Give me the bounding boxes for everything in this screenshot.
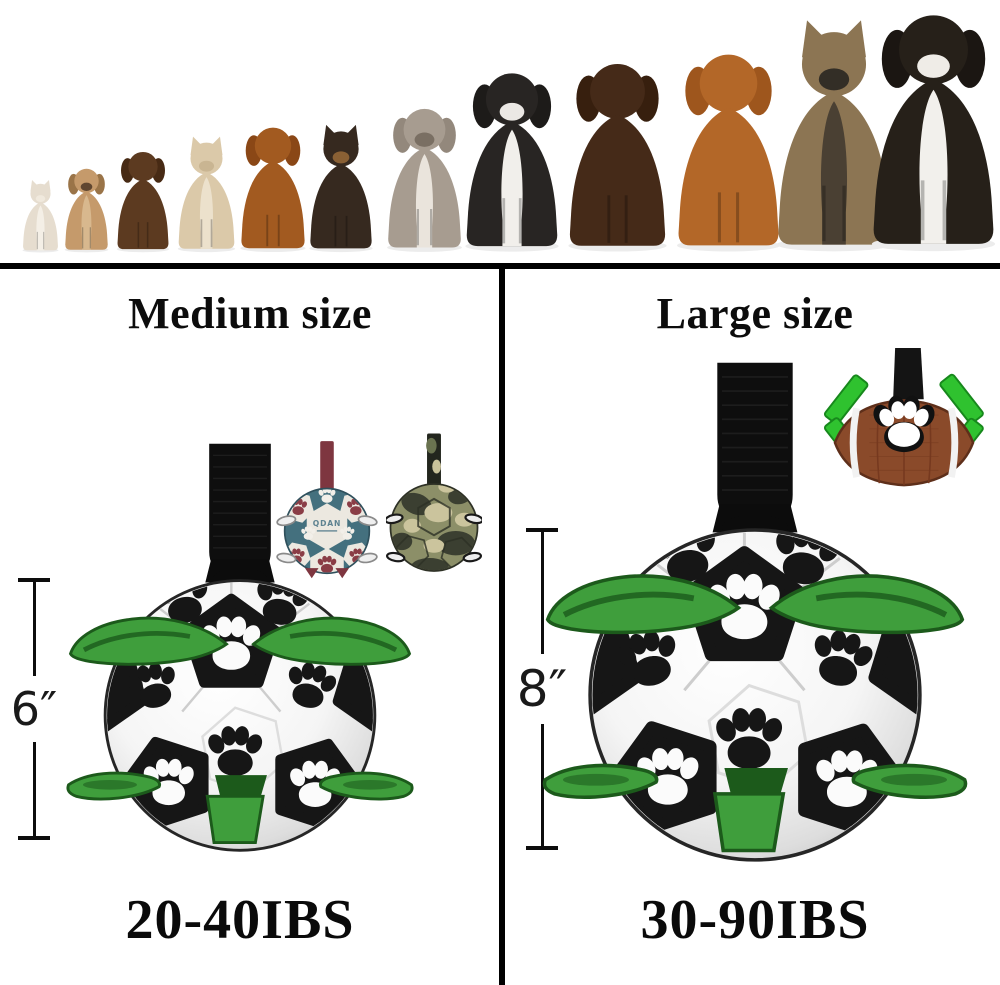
dog-bulldog (369, 99, 480, 253)
measure-line (32, 582, 36, 676)
measure-line (32, 742, 36, 836)
dog-german-shepherd (749, 17, 919, 253)
football-top-strap (893, 347, 924, 400)
large-weight-label: 30-90IBS (640, 889, 870, 951)
medium-diameter-measure: 6″ (2, 578, 66, 840)
dog-bernese-mountain-dog (842, 0, 1000, 253)
large-diameter-measure: 8″ (510, 528, 574, 850)
dog-french-bulldog (164, 135, 249, 253)
dog-dachshund (104, 145, 182, 253)
camo-soccer-ball (389, 483, 479, 572)
teal-ball-variant-thumbnail: QDAN (276, 441, 378, 579)
brand-text: QDAN (313, 519, 341, 528)
medium-weight-label: 20-40IBS (125, 889, 355, 951)
large-diameter-label: 8″ (516, 660, 568, 718)
measure-line (540, 724, 544, 846)
dog-miniature-pinscher (294, 123, 388, 253)
large-size-title: Large size (656, 289, 854, 338)
medium-diameter-label: 6″ (10, 682, 58, 736)
teal-ball-side-straps (276, 515, 378, 564)
dog-border-collie (443, 61, 581, 253)
dog-chocolate-labrador (545, 51, 690, 253)
measure-top-cap (18, 578, 50, 582)
vertical-divider (499, 265, 505, 985)
camo-ball-side-straps (386, 513, 482, 563)
measure-line (540, 532, 544, 654)
camo-ball-variant-thumbnail (386, 433, 482, 572)
dog-vizsla (652, 41, 805, 253)
dog-chihuahua (14, 179, 67, 253)
football-body (833, 394, 975, 487)
football-variant-thumbnail (823, 347, 984, 487)
measure-top-cap (526, 528, 558, 532)
dog-puppy (54, 163, 119, 253)
measure-bottom-cap (526, 846, 558, 850)
teal-soccer-ball: QDAN (283, 487, 371, 575)
medium-size-title: Medium size (128, 289, 372, 338)
dog-cavalier-spaniel (225, 119, 321, 253)
dog-size-lineup (0, 0, 1000, 263)
measure-bottom-cap (18, 836, 50, 840)
